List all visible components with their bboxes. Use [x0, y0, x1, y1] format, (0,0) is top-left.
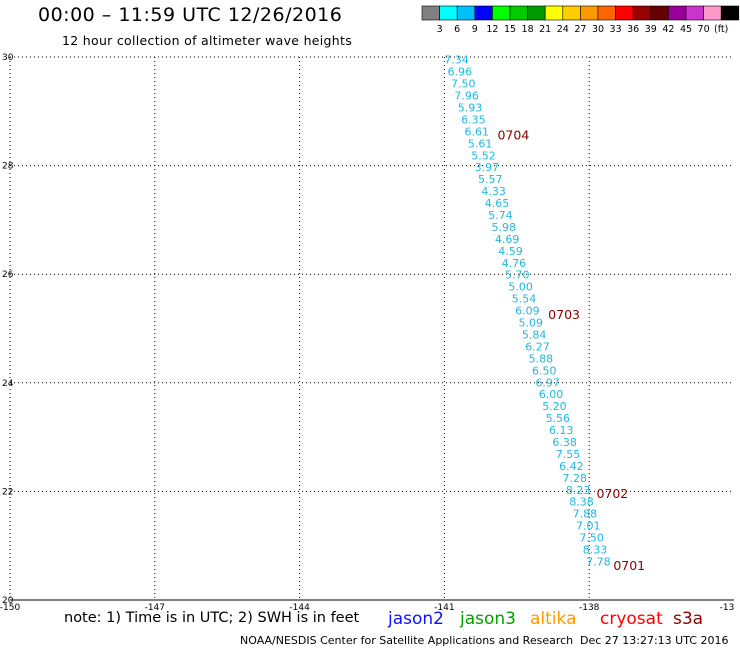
- time-label: 0703: [548, 307, 580, 322]
- page-subtitle: 12 hour collection of altimeter wave hei…: [62, 33, 353, 48]
- lat-tick-label: 22: [2, 487, 13, 497]
- lat-tick-label: 24: [2, 379, 14, 389]
- swh-value: 8.33: [583, 544, 608, 557]
- lon-tick-label: -150: [0, 603, 20, 613]
- swh-value: 3.97: [475, 161, 500, 174]
- swh-value: 7.28: [562, 472, 587, 485]
- colorbar-label: 70: [698, 24, 710, 35]
- colorbar-label: 36: [627, 24, 639, 35]
- colorbar-label: 9: [472, 24, 478, 35]
- footer-credit: NOAA/NESDIS Center for Satellite Applica…: [240, 634, 574, 647]
- swh-value: 7.88: [573, 508, 598, 521]
- swh-value: 5.54: [512, 293, 537, 306]
- colorbar-label: (ft): [714, 24, 728, 35]
- swh-value: 7.78: [586, 555, 611, 568]
- lon-tick-label: -13: [720, 603, 735, 613]
- swh-value: 7.34: [444, 54, 469, 67]
- lat-tick-label: 20: [2, 596, 14, 606]
- swh-value: 5.00: [508, 281, 533, 294]
- swh-value: 5.93: [458, 101, 483, 114]
- swh-value: 6.42: [559, 460, 584, 473]
- swh-value: 5.52: [471, 149, 496, 162]
- swh-value: 5.61: [468, 137, 493, 150]
- colorbar-label: 18: [522, 24, 534, 35]
- colorbar-label: 3: [437, 24, 443, 35]
- swh-value: 5.09: [519, 317, 544, 330]
- satellite-legend-cryosat: cryosat: [600, 609, 663, 629]
- swh-value: 6.50: [532, 364, 557, 377]
- swh-value: 5.74: [488, 209, 513, 222]
- satellite-legend-jason2: jason2: [388, 609, 444, 629]
- swh-value: 6.00: [539, 388, 564, 401]
- lon-tick-label: -141: [434, 603, 454, 613]
- swh-value: 6.35: [461, 113, 486, 126]
- color-scale-legend: 3 6 9 12 15 18 21 24 27 30 33 36 39 42 45 70 (ft): [421, 5, 740, 35]
- lon-tick-label: -138: [579, 603, 600, 613]
- colorbar-label: 15: [504, 24, 516, 35]
- lat-tick-label: 28: [2, 162, 14, 172]
- satellite-legend-altika: altika: [530, 609, 577, 629]
- swh-value: 4.33: [481, 185, 506, 198]
- time-label: 0702: [596, 486, 628, 501]
- swh-value: 5.56: [546, 412, 571, 425]
- swh-value: 6.27: [525, 340, 550, 353]
- swh-value: 5.98: [492, 221, 517, 234]
- swh-value: 7.55: [556, 448, 581, 461]
- swh-value: 6.38: [552, 436, 577, 449]
- swh-value: 7.50: [451, 78, 476, 91]
- colorbar-label: 24: [557, 24, 569, 35]
- swh-value: 5.20: [542, 400, 567, 413]
- colorbar-swatch: [720, 5, 740, 21]
- swh-value: 6.13: [549, 424, 574, 437]
- swh-value: 6.61: [464, 125, 489, 138]
- swh-value: 6.97: [535, 376, 560, 389]
- lat-tick-label: 30: [2, 53, 14, 63]
- swh-value: 8.38: [569, 496, 594, 509]
- swh-value: 7.96: [454, 90, 479, 103]
- time-label: 0701: [613, 558, 645, 573]
- colorbar-label: 42: [662, 24, 674, 35]
- swh-value: 5.70: [505, 269, 530, 282]
- page-title: 00:00 – 11:59 UTC 12/26/2016: [38, 4, 343, 26]
- swh-value: 4.59: [498, 245, 523, 258]
- units-note: note: 1) Time is in UTC; 2) SWH is in fe…: [64, 610, 360, 626]
- colorbar-label: 6: [454, 24, 460, 35]
- satellite-legend-jason3: jason3: [460, 609, 516, 629]
- swh-value: 5.84: [522, 328, 547, 341]
- swh-value: 4.69: [495, 233, 520, 246]
- swh-value: 4.65: [485, 197, 510, 210]
- footer-timestamp: Dec 27 13:27:13 UTC 2016: [580, 634, 729, 647]
- swh-value: 7.01: [576, 520, 601, 533]
- swh-value: 8.23: [566, 484, 591, 497]
- swh-value: 6.96: [448, 66, 473, 79]
- swh-value: 5.88: [529, 352, 554, 365]
- colorbar-label: 39: [645, 24, 657, 35]
- colorbar-label: 21: [539, 24, 551, 35]
- lon-tick-label: -144: [289, 603, 310, 613]
- satellite-legend-s3a: s3a: [673, 609, 704, 629]
- swh-value: 6.09: [515, 305, 540, 318]
- swh-value: 4.76: [502, 257, 527, 270]
- colorbar-label: 30: [592, 24, 604, 35]
- colorbar-label: 45: [680, 24, 692, 35]
- lon-tick-label: -147: [145, 603, 165, 613]
- lat-tick-label: 26: [2, 270, 14, 280]
- colorbar-label: 27: [574, 24, 586, 35]
- time-label: 0704: [497, 128, 529, 143]
- swh-value: 7.50: [579, 532, 604, 545]
- colorbar-label: 33: [610, 24, 622, 35]
- colorbar-label: 12: [486, 24, 498, 35]
- swh-value: 5.57: [478, 173, 503, 186]
